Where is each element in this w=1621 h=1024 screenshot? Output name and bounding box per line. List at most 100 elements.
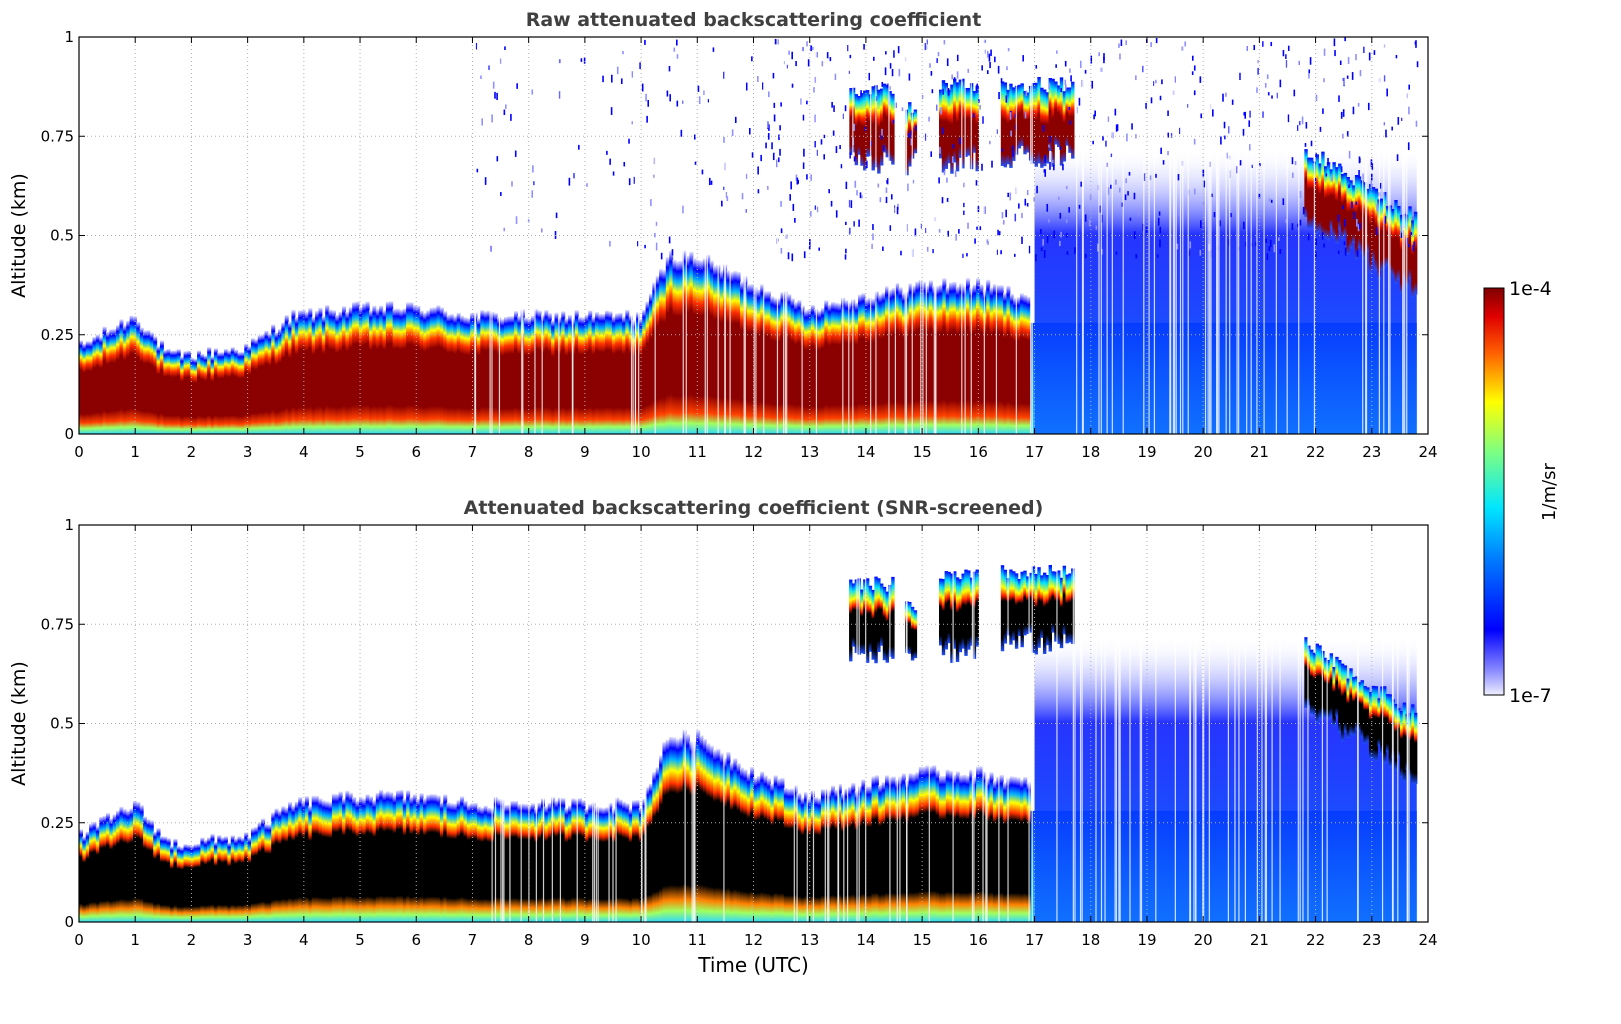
noise-speckle bbox=[1007, 192, 1009, 198]
noise-speckle bbox=[791, 83, 794, 88]
aerosol-layer-strip bbox=[389, 301, 394, 434]
noise-speckle bbox=[668, 65, 671, 72]
noise-speckle bbox=[622, 50, 624, 55]
cloud-strip bbox=[1383, 686, 1387, 764]
cloud-strip bbox=[1343, 665, 1348, 733]
data-gap bbox=[612, 525, 614, 922]
aerosol-layer-strip bbox=[915, 772, 920, 922]
x-tick-label: 2 bbox=[187, 443, 197, 461]
aerosol-layer-strip bbox=[399, 789, 404, 922]
noise-speckle bbox=[981, 65, 983, 71]
noise-speckle bbox=[1270, 41, 1273, 47]
noise-speckle bbox=[1055, 64, 1057, 68]
noise-speckle bbox=[1337, 250, 1340, 254]
noise-speckle bbox=[1107, 116, 1110, 122]
aerosol-layer-strip bbox=[514, 311, 519, 434]
aerosol-layer-strip bbox=[938, 284, 943, 434]
noise-speckle bbox=[723, 71, 725, 79]
noise-speckle bbox=[951, 74, 953, 80]
cloud-strip bbox=[1338, 163, 1342, 230]
noise-speckle bbox=[1279, 79, 1282, 88]
data-gap bbox=[535, 525, 537, 922]
aerosol-layer-strip bbox=[122, 809, 127, 922]
noise-speckle bbox=[1266, 253, 1269, 261]
noise-speckle bbox=[1323, 243, 1325, 248]
aerosol-layer-strip bbox=[406, 790, 411, 922]
cloud-strip bbox=[1354, 175, 1359, 260]
cloud-strip bbox=[958, 79, 963, 158]
x-tick-label: 18 bbox=[1081, 931, 1100, 949]
aerosol-layer-strip bbox=[672, 259, 677, 434]
aerosol-layer-strip bbox=[918, 766, 923, 922]
aerosol-layer-strip bbox=[1026, 296, 1031, 434]
x-tick-label: 9 bbox=[580, 443, 590, 461]
cloud-strip bbox=[1397, 708, 1401, 758]
aerosol-layer-strip bbox=[598, 807, 603, 922]
noise-speckle bbox=[1115, 124, 1118, 132]
aerosol-layer-strip bbox=[244, 832, 249, 922]
aerosol-layer-strip bbox=[868, 786, 873, 922]
noise-speckle bbox=[795, 174, 798, 181]
aerosol-layer-strip bbox=[541, 314, 546, 434]
noise-speckle bbox=[1115, 179, 1117, 185]
cloud-strip bbox=[1071, 81, 1075, 159]
aerosol-layer-strip bbox=[335, 793, 340, 922]
y-axis-label: Altitude (km) bbox=[8, 173, 30, 298]
aerosol-layer-strip bbox=[348, 792, 353, 922]
data-gap bbox=[1404, 37, 1406, 434]
data-gap bbox=[1217, 37, 1219, 434]
aerosol-layer-strip bbox=[392, 795, 397, 922]
noise-speckle bbox=[814, 114, 816, 123]
aerosol-layer-strip bbox=[952, 281, 957, 434]
noise-speckle bbox=[808, 246, 811, 250]
noise-speckle bbox=[611, 74, 613, 83]
aerosol-layer-strip bbox=[298, 310, 303, 434]
noise-speckle bbox=[676, 100, 679, 107]
noise-speckle bbox=[783, 61, 786, 65]
aerosol-layer-strip bbox=[274, 808, 279, 922]
aerosol-layer-strip bbox=[986, 777, 991, 922]
aerosol-layer-strip bbox=[544, 310, 549, 434]
noise-speckle bbox=[982, 116, 984, 124]
aerosol-layer-strip bbox=[648, 293, 653, 434]
aerosol-layer-strip bbox=[163, 349, 168, 434]
aerosol-layer-strip bbox=[281, 322, 286, 434]
noise-speckle bbox=[1078, 204, 1081, 209]
aerosol-layer-strip bbox=[655, 276, 660, 434]
cloud-strip bbox=[908, 601, 912, 654]
noise-speckle bbox=[796, 177, 799, 185]
y-tick-label: 0 bbox=[64, 425, 74, 443]
aerosol-layer-strip bbox=[294, 317, 299, 434]
aerosol-layer-strip bbox=[615, 313, 620, 434]
noise-speckle bbox=[814, 76, 817, 83]
noise-speckle bbox=[885, 196, 888, 204]
aerosol-layer-strip bbox=[571, 798, 576, 922]
noise-speckle bbox=[1291, 172, 1294, 179]
aerosol-layer-strip bbox=[473, 802, 478, 922]
noise-speckle bbox=[1033, 196, 1036, 202]
noise-speckle bbox=[1291, 223, 1294, 231]
noise-speckle bbox=[1131, 123, 1133, 130]
data-gap bbox=[593, 525, 595, 922]
aerosol-layer-strip bbox=[261, 334, 266, 434]
data-gap bbox=[502, 525, 504, 922]
data-gap bbox=[1007, 525, 1009, 922]
noise-speckle bbox=[760, 154, 762, 162]
x-tick-label: 21 bbox=[1250, 931, 1269, 949]
aerosol-layer-strip bbox=[250, 338, 255, 434]
aerosol-layer-strip bbox=[396, 790, 400, 922]
data-gap bbox=[1139, 525, 1141, 922]
data-gap bbox=[1031, 37, 1033, 434]
data-gap bbox=[983, 37, 985, 434]
aerosol-layer-strip bbox=[726, 751, 731, 922]
noise-speckle bbox=[853, 156, 856, 162]
aerosol-layer-strip bbox=[645, 786, 650, 922]
aerosol-layer-strip bbox=[938, 775, 943, 922]
aerosol-layer-strip bbox=[615, 797, 620, 922]
cloud-strip bbox=[1357, 176, 1362, 249]
data-gap bbox=[592, 525, 594, 922]
noise-speckle bbox=[787, 252, 790, 260]
noise-speckle bbox=[1348, 184, 1350, 189]
noise-speckle bbox=[1279, 249, 1282, 254]
noise-speckle bbox=[926, 246, 929, 252]
